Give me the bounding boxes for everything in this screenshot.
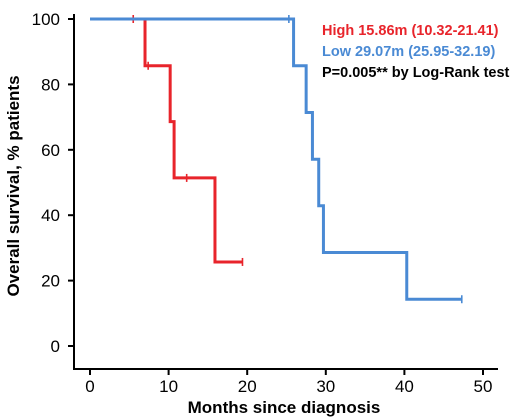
x-tick-label: 20 xyxy=(238,377,257,396)
legend-entry-low: Low 29.07m (25.95-32.19) xyxy=(322,44,495,60)
y-axis-title: Overall survival, % patients xyxy=(4,75,23,296)
x-tick-label: 10 xyxy=(159,377,178,396)
y-tick-label: 40 xyxy=(41,206,60,225)
y-axis-ticks: 0 20 40 60 80 100 xyxy=(32,10,74,356)
x-tick-label: 50 xyxy=(474,377,493,396)
x-axis-ticks: 0 10 20 30 40 50 xyxy=(85,369,492,396)
legend-entry-high: High 15.86m (10.32-21.41) xyxy=(322,23,499,39)
legend: High 15.86m (10.32-21.41) Low 29.07m (25… xyxy=(322,23,510,81)
y-tick-label: 100 xyxy=(32,10,60,29)
series-low xyxy=(90,15,463,304)
y-tick-label: 20 xyxy=(41,272,60,291)
x-axis-title: Months since diagnosis xyxy=(188,398,381,417)
series-high xyxy=(90,15,244,266)
y-tick-label: 60 xyxy=(41,141,60,160)
survival-curve xyxy=(90,17,243,264)
x-tick-label: 40 xyxy=(395,377,414,396)
x-tick-label: 30 xyxy=(316,377,335,396)
series-layer xyxy=(90,15,463,304)
x-tick-label: 0 xyxy=(85,377,94,396)
pvalue-annotation: P=0.005** by Log-Rank test xyxy=(322,65,510,81)
survival-curve xyxy=(90,17,462,301)
y-tick-label: 0 xyxy=(51,337,60,356)
plot-area: 0 20 40 60 80 100 0 10 20 30 40 50 xyxy=(32,10,498,396)
y-tick-label: 80 xyxy=(41,75,60,94)
